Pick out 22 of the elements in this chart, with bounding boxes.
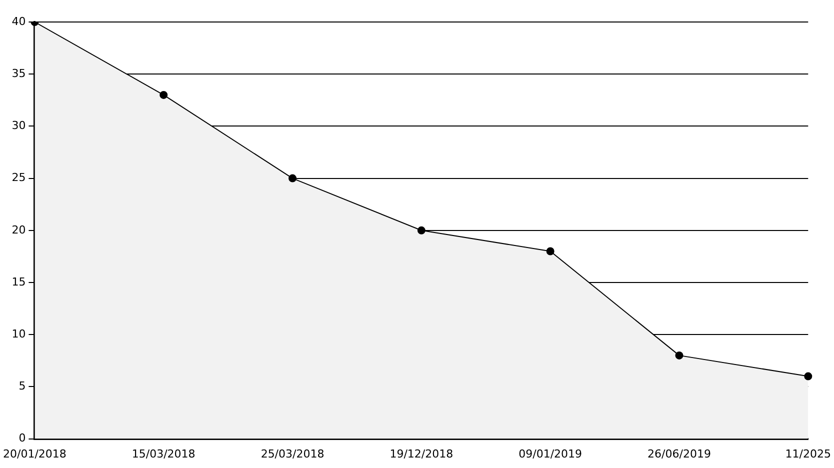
point <box>804 372 812 380</box>
point <box>675 351 684 360</box>
x-tick-label: 09/01/2019 <box>518 447 582 460</box>
y-tick-label: 40 <box>12 14 26 28</box>
point <box>546 247 554 256</box>
point <box>160 90 168 99</box>
y-tick-label: 10 <box>12 327 26 340</box>
y-tick-label: 5 <box>18 380 26 393</box>
y-tick-label: 0 <box>18 432 26 445</box>
x-tick-label: 26/06/2019 <box>648 447 711 460</box>
y-tick-label: 35 <box>12 66 26 80</box>
y-tick-label: 25 <box>12 171 26 184</box>
x-tick-label: 25/03/2018 <box>260 447 324 460</box>
x-tick-label: 20/01/2018 <box>2 447 66 460</box>
x-tick-label: 19/12/2018 <box>390 447 454 460</box>
point <box>288 174 297 182</box>
y-tick-label: 30 <box>12 119 26 132</box>
x-tick-label: 11/2025 <box>785 447 832 460</box>
y-tick-label: 20 <box>12 223 26 236</box>
point <box>417 226 426 234</box>
y-tick-label: 15 <box>12 275 26 288</box>
x-tick-label: 15/03/2018 <box>132 447 196 460</box>
